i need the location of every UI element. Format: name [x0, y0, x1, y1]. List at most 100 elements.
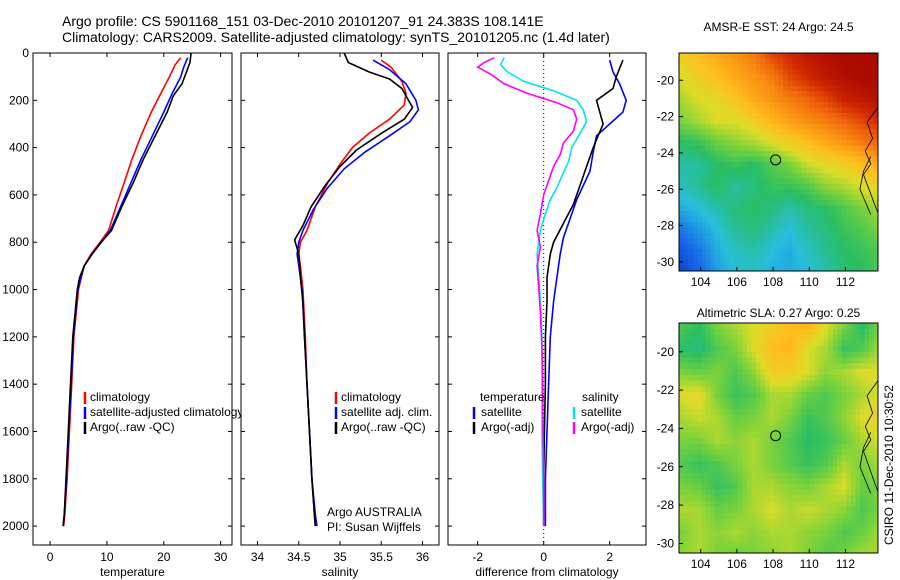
- sst-map-cell: [692, 183, 698, 190]
- sla-map-cell: [679, 420, 685, 428]
- sla-map-cell: [697, 374, 703, 382]
- sst-map-cell: [692, 243, 698, 250]
- sla-map-cell: [683, 449, 689, 456]
- sla-map-cell: [724, 340, 730, 347]
- sla-map-cell: [796, 489, 802, 497]
- sla-map-cell: [859, 369, 865, 376]
- sla-map-cell: [796, 518, 802, 525]
- sst-map-cell: [805, 254, 811, 261]
- sst-map-cell: [751, 156, 757, 163]
- sst-map-cell: [837, 113, 843, 119]
- sst-map-cell: [814, 145, 820, 152]
- sst-map-cell: [783, 216, 789, 223]
- sla-map-cell: [719, 518, 725, 525]
- sla-map-cell: [783, 420, 789, 428]
- sla-map-cell: [728, 374, 734, 382]
- sla-map-cell: [724, 501, 730, 508]
- sst-map-cell: [801, 178, 807, 185]
- sst-map-cell: [801, 140, 807, 147]
- sst-map-cell: [841, 96, 847, 103]
- sst-map-cell: [828, 63, 834, 70]
- sst-map-cell: [683, 178, 689, 185]
- sla-map-cell: [832, 363, 838, 370]
- sla-map-cell: [683, 478, 689, 485]
- sla-map-cell: [746, 415, 752, 422]
- sla-map-cell: [742, 478, 748, 485]
- sla-map-cell: [764, 466, 770, 474]
- sla-map-cell: [774, 392, 780, 399]
- sst-map-cell: [873, 74, 878, 81]
- sla-map-cell: [828, 518, 834, 525]
- sla-map-cell: [787, 403, 793, 410]
- sst-map-cell: [706, 113, 712, 119]
- sst-map-cell: [873, 178, 878, 185]
- sla-map-cell: [737, 501, 743, 508]
- sla-map-cell: [801, 392, 807, 399]
- sst-map-cell: [706, 189, 712, 196]
- sst-map-cell: [746, 238, 752, 245]
- sst-map-cell: [683, 172, 689, 179]
- sla-map-cell: [746, 449, 752, 456]
- sla-map-cell: [715, 380, 721, 387]
- sla-map-cell: [697, 449, 703, 456]
- sla-map-cell: [764, 455, 770, 462]
- sst-map-cell: [832, 85, 838, 92]
- sst-map-cell: [733, 113, 739, 119]
- sst-map-cell: [764, 194, 770, 201]
- sst-map-cell: [724, 63, 730, 70]
- sla-map-cell: [832, 426, 838, 433]
- sla-map-cell: [801, 530, 807, 537]
- sla-map-cell: [855, 495, 861, 502]
- sst-map-cell: [715, 243, 721, 250]
- sla-map-cell: [783, 334, 789, 341]
- sst-map-cell: [814, 151, 820, 158]
- sla-map-cell: [832, 334, 838, 341]
- sla-map-cell: [755, 328, 761, 336]
- sst-map-cell: [832, 227, 838, 234]
- sla-map-cell: [823, 495, 829, 502]
- sst-map-cell: [737, 118, 743, 125]
- sla-map-cell: [688, 535, 694, 543]
- temperature-frame: [32, 52, 233, 546]
- sla-map-cell: [859, 426, 865, 433]
- sla-map-cell: [760, 466, 766, 474]
- sla-map-cell: [805, 374, 811, 382]
- figure-title-line1: Argo profile: CS 5901168_151 03-Dec-2010…: [62, 13, 544, 29]
- sst-map-cell: [801, 227, 807, 234]
- sla-map-cell: [719, 346, 725, 353]
- sla-map-cell: [706, 438, 712, 445]
- sst-map-cell: [688, 129, 694, 136]
- sla-map-cell: [679, 535, 685, 543]
- sla-map-cell: [688, 512, 694, 520]
- sst-map-cell: [710, 53, 716, 59]
- sst-map-cell: [733, 53, 739, 59]
- sla-map-cell: [823, 461, 829, 468]
- sla-map-cell: [778, 443, 784, 451]
- sla-map-cell: [873, 512, 878, 520]
- sla-map-cell: [733, 409, 739, 416]
- sst-map-cell: [760, 102, 766, 109]
- sst-map-cell: [801, 189, 807, 196]
- sla-map-cell: [701, 455, 707, 462]
- sst-map-cell: [846, 53, 852, 59]
- sst-map-cell: [787, 74, 793, 81]
- sst-map-cell: [828, 53, 834, 59]
- sla-map-cell: [837, 340, 843, 347]
- sst-map-cell: [719, 96, 725, 103]
- sst-map-cell: [774, 260, 780, 267]
- sst-map-cell: [796, 249, 802, 256]
- sla-map-cell: [697, 524, 703, 531]
- sst-map-cell: [783, 211, 789, 218]
- sla-map-cell: [864, 484, 870, 491]
- sla-map-cell: [783, 507, 789, 514]
- sst-map-cell: [796, 80, 802, 87]
- figure-title-line2: Climatology: CARS2009. Satellite-adjuste…: [62, 29, 610, 45]
- sla-map-cell: [774, 507, 780, 514]
- sla-map-cell: [769, 392, 775, 399]
- sla-map-cell: [769, 369, 775, 376]
- sst-map-cell: [810, 58, 816, 65]
- sst-map-cell: [778, 134, 784, 141]
- sst-map-cell: [706, 254, 712, 261]
- sst-map-cell: [737, 183, 743, 190]
- sst-map-cell: [855, 172, 861, 179]
